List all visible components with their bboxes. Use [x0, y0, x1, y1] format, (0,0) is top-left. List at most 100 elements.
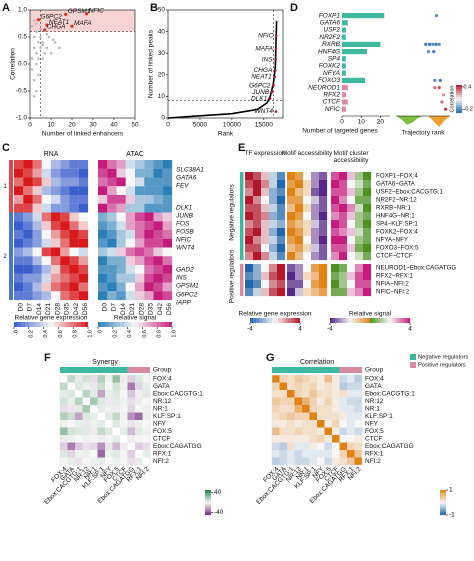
colorbar-step — [205, 494, 211, 497]
heatmap-cell — [97, 427, 106, 436]
x-tick-label: 5000 — [193, 122, 208, 129]
heatmap-cell — [107, 291, 117, 301]
heatmap-cell — [324, 375, 333, 383]
heatmap-cell — [317, 390, 325, 398]
x-tick-label: 10 — [358, 119, 366, 126]
point — [30, 68, 34, 71]
heatmap-cell — [287, 375, 295, 383]
heatmap-cell — [294, 450, 303, 458]
colorbar-step — [337, 318, 341, 323]
row-label: FOXK2~FOX:4 — [376, 229, 418, 236]
heatmap-cell — [41, 177, 52, 187]
heatmap-cell — [112, 390, 121, 398]
row-label: CTCF — [153, 435, 170, 442]
heatmap-cell — [60, 427, 68, 436]
heatmap-cell — [75, 382, 83, 391]
heatmap-cell — [319, 220, 328, 229]
heatmap-cell — [287, 180, 296, 189]
heatmap-cell — [162, 195, 173, 204]
heatmap-cell — [331, 188, 340, 197]
colorbar-step — [131, 322, 136, 327]
x-tick-label: 20 — [68, 122, 76, 129]
heatmap-cell — [116, 256, 126, 266]
heatmap-cell — [272, 442, 280, 451]
colorbar-step — [168, 322, 173, 327]
heatmap-cell — [245, 244, 254, 253]
heatmap-cell — [339, 442, 348, 451]
colorbar-step — [205, 504, 211, 506]
colorbar-tick-label: 0.2 — [28, 330, 34, 338]
colorbar-tick-label: 0.8 — [73, 330, 79, 338]
heatmap-cell — [78, 273, 89, 283]
point — [32, 46, 36, 50]
heatmap-cell — [105, 397, 113, 406]
heatmap-cell — [309, 450, 318, 458]
colorbar-step — [456, 109, 462, 112]
heatmap-cell — [144, 177, 154, 187]
heatmap-cell — [355, 204, 364, 213]
heatmap-cell — [294, 457, 303, 466]
heatmap-cell — [317, 420, 325, 428]
heatmap-cell — [144, 238, 154, 248]
colorbar-step — [205, 511, 211, 514]
heatmap-cell — [363, 244, 372, 253]
heatmap-cell — [269, 196, 278, 205]
heatmap-cell — [363, 196, 372, 205]
heatmap-cell — [317, 435, 325, 443]
colorbar-step — [47, 322, 52, 327]
heatmap-cell — [269, 288, 278, 297]
trajectory-point — [433, 78, 437, 82]
row-label: NR:12 — [365, 398, 384, 405]
x-axis-label: Number of linked enhancers — [42, 131, 124, 138]
row-label: NR:1 — [153, 405, 168, 412]
x-tick-label: 15000 — [255, 122, 273, 129]
heatmap-cell — [127, 420, 136, 428]
heatmap-cell — [309, 420, 318, 428]
heatmap-cell — [23, 168, 33, 178]
heatmap-cell — [142, 382, 151, 391]
heatmap-cell — [324, 390, 333, 398]
colorbar-step — [51, 322, 55, 327]
heatmap-cell — [287, 427, 295, 436]
colorbar-step — [440, 491, 446, 494]
gene-label: G6PC2 — [176, 292, 198, 299]
colorbar-step — [80, 322, 85, 327]
heatmap-cell — [78, 195, 89, 204]
heatmap-cell — [319, 272, 328, 281]
gene-label: WNT4 — [176, 245, 195, 252]
heatmap-cell — [82, 427, 91, 436]
heatmap-cell — [347, 420, 355, 428]
heatmap-cell — [331, 172, 340, 181]
heatmap-cell — [253, 280, 262, 289]
heatmap-cell — [82, 405, 91, 413]
heatmap-cell — [295, 280, 304, 289]
heatmap-cell — [69, 282, 79, 292]
colorbar-step — [205, 510, 211, 512]
gene-label: G6PC2 — [249, 82, 271, 89]
heatmap-cell — [253, 172, 262, 181]
bar — [342, 49, 367, 55]
heatmap-cell — [107, 221, 117, 231]
heatmap-cell — [347, 196, 356, 205]
heatmap-cell — [319, 280, 328, 289]
heatmap-cell — [331, 196, 340, 205]
heatmap-cell — [245, 288, 254, 297]
heatmap-cell — [51, 238, 61, 248]
heatmap-cell — [245, 220, 254, 229]
row-label: NEUROD1~Ebox:CAGATGG — [376, 265, 456, 272]
heatmap-cell — [32, 256, 42, 266]
heatmap-cell — [347, 288, 356, 297]
heatmap-cell — [245, 272, 254, 281]
heatmap-cell — [287, 264, 296, 273]
colorbar-step — [281, 318, 285, 323]
heatmap-cell — [319, 288, 328, 297]
heatmap-cell — [78, 212, 89, 222]
panel-letter: C — [2, 142, 10, 154]
heatmap-cell — [120, 405, 128, 413]
heatmap-cell — [116, 282, 126, 292]
heatmap-cell — [60, 390, 68, 398]
heatmap-cell — [41, 195, 52, 204]
heatmap-cell — [302, 405, 310, 413]
trajectory-point — [437, 86, 441, 90]
